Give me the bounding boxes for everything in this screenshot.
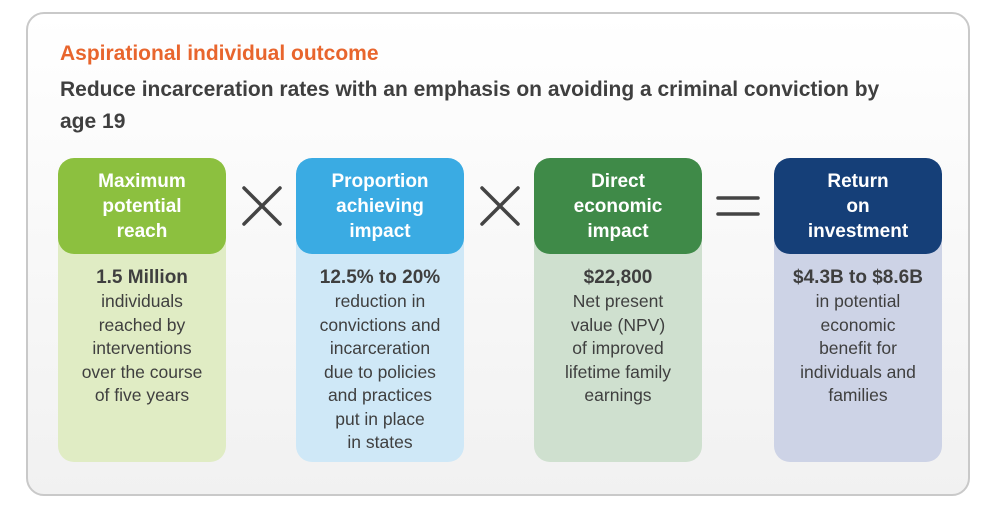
card-title: Proportion achieving impact [296, 158, 464, 254]
card-title: Maximum potential reach [58, 158, 226, 254]
card-value: $22,800 [583, 267, 653, 288]
card-title: Direct economic impact [534, 158, 702, 254]
card-proportion-achieving-impact: Proportion achieving impact 12.5% to 20%… [296, 158, 464, 462]
headline: Reduce incarceration rates with an empha… [60, 78, 880, 133]
card-description: individuals reached by interventions ove… [81, 291, 203, 405]
kicker-title: Aspirational individual outcome [60, 42, 379, 65]
card-description: in potential economic benefit for indivi… [800, 291, 916, 405]
card-body: $4.3B to $8.6B in potential economic ben… [774, 254, 942, 408]
card-title: Return on investment [774, 158, 942, 254]
card-maximum-potential-reach: Maximum potential reach 1.5 Million indi… [58, 158, 226, 462]
card-value: $4.3B to $8.6B [793, 267, 923, 288]
multiply-icon [480, 186, 520, 226]
card-body: 1.5 Million individuals reached by inter… [58, 254, 226, 408]
card-body: $22,800 Net present value (NPV) of impro… [534, 254, 702, 408]
multiply-icon [242, 186, 282, 226]
card-direct-economic-impact: Direct economic impact $22,800 Net prese… [534, 158, 702, 462]
card-return-on-investment: Return on investment $4.3B to $8.6B in p… [774, 158, 942, 462]
card-value: 1.5 Million [96, 267, 188, 288]
card-description: Net present value (NPV) of improved life… [565, 291, 671, 405]
card-description: reduction in convictions and incarcerati… [319, 291, 441, 452]
card-value: 12.5% to 20% [319, 267, 441, 288]
card-body: 12.5% to 20% reduction in convictions an… [296, 254, 464, 455]
equals-icon [716, 196, 760, 216]
